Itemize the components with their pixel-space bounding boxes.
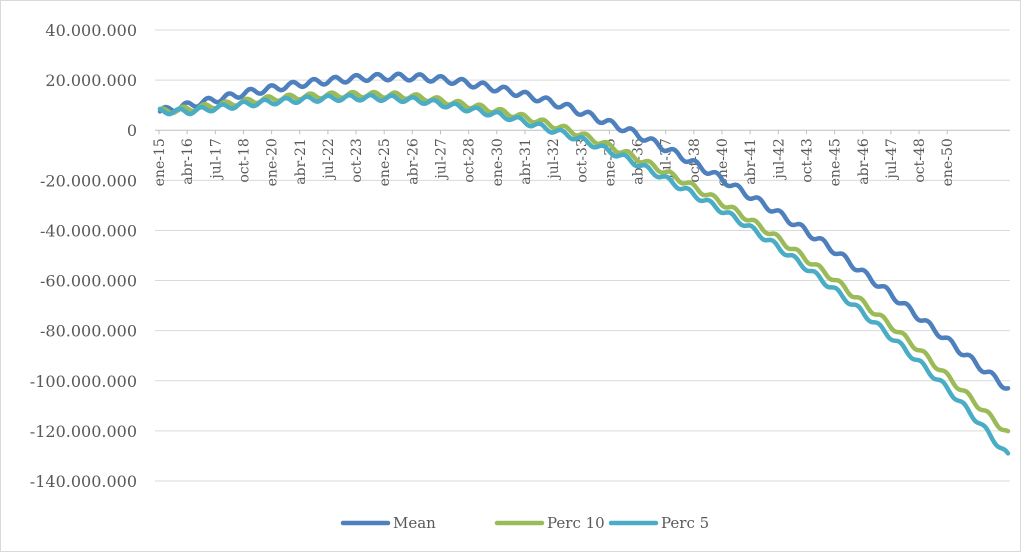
x-tick-label: oct-43 — [799, 138, 815, 182]
x-tick-label: ene-15 — [152, 138, 168, 186]
legend: Mean Perc 10 Perc 5 — [340, 514, 709, 532]
y-axis-ticks: 40.000.000 20.000.000 0 -20.000.000 -40.000.… — [30, 21, 137, 491]
series-line-perc-5 — [157, 92, 1011, 456]
x-tick-label: ene-25 — [377, 138, 393, 186]
y-tick-label: -40.000.000 — [40, 221, 137, 240]
legend-label: Mean — [393, 514, 436, 532]
x-tick-label: oct-48 — [912, 138, 928, 182]
x-tick-label: oct-28 — [462, 138, 478, 182]
x-tick-label: jul-17 — [208, 138, 224, 180]
x-tick-label: jul-27 — [434, 138, 450, 180]
gridlines — [155, 29, 1010, 482]
x-tick-label: abr-41 — [743, 138, 759, 185]
y-tick-label: -20.000.000 — [40, 171, 137, 190]
y-tick-label: 0 — [127, 121, 137, 140]
x-tick-label: abr-21 — [293, 138, 309, 185]
x-tick-label: abr-31 — [518, 138, 534, 185]
x-tick-label: ene-30 — [490, 138, 506, 186]
y-tick-label: -120.000.000 — [30, 422, 137, 441]
x-tick-label: ene-45 — [828, 138, 844, 186]
x-tick-label: ene-20 — [265, 138, 281, 186]
x-tick-label: abr-46 — [856, 138, 872, 185]
x-tick-label: abr-26 — [405, 138, 421, 185]
x-tick-label: jul-47 — [884, 138, 900, 180]
y-tick-label: -80.000.000 — [40, 322, 137, 341]
series-line-mean — [157, 71, 1011, 391]
y-tick-label: 20.000.000 — [45, 71, 137, 90]
x-tick-label: oct-23 — [349, 138, 365, 182]
x-tick-label: oct-18 — [236, 138, 252, 182]
x-tick-label: jul-32 — [546, 138, 562, 180]
y-tick-label: -60.000.000 — [40, 272, 137, 291]
y-tick-label: -140.000.000 — [30, 472, 137, 491]
series-lines — [157, 71, 1011, 456]
legend-label: Perc 10 — [547, 514, 605, 532]
x-tick-label: jul-22 — [321, 138, 337, 180]
legend-label: Perc 5 — [661, 514, 709, 532]
x-tick-label: oct-33 — [574, 138, 590, 182]
y-tick-label: -100.000.000 — [30, 372, 137, 391]
x-tick-label: ene-50 — [940, 138, 956, 186]
y-tick-label: 40.000.000 — [45, 21, 137, 40]
x-tick-label: jul-42 — [771, 138, 787, 180]
x-tick-label: abr-16 — [180, 138, 196, 185]
x-axis-ticks: ene-15 abr-16 jul-17 oct-18 ene-20 abr-21 jul-… — [152, 130, 956, 186]
